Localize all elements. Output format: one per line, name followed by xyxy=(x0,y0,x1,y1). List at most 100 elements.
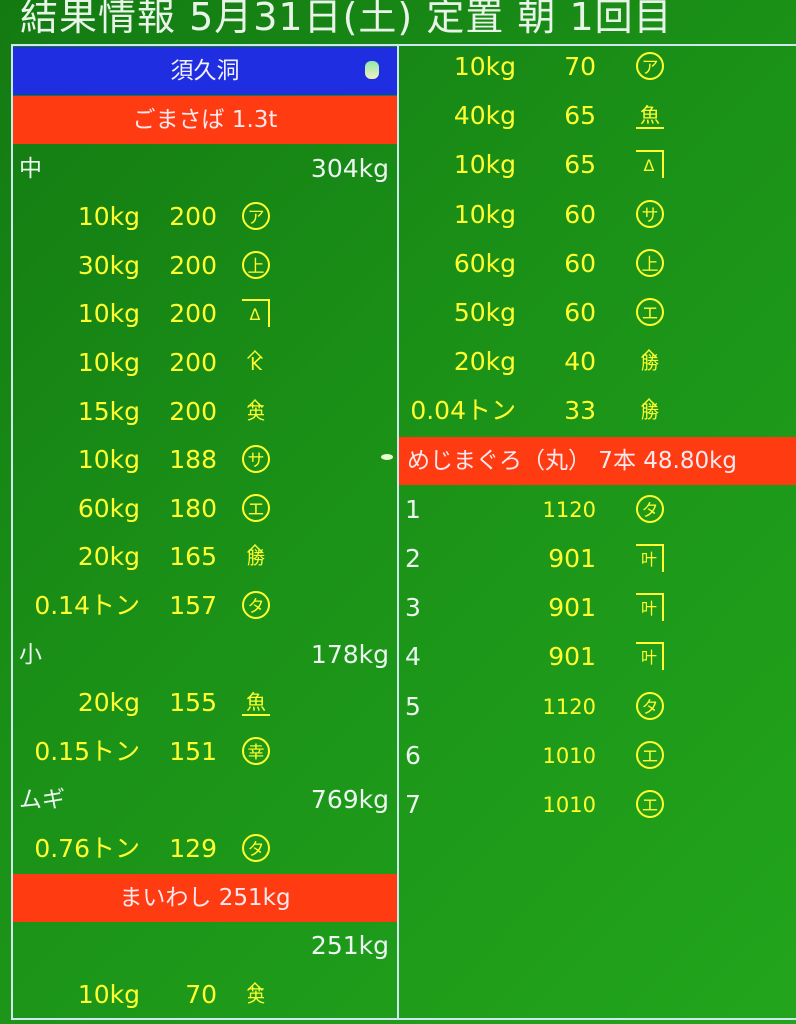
price: 157 xyxy=(169,591,217,620)
price: 188 xyxy=(169,445,217,475)
result-row: 10kg 188 サ xyxy=(13,436,397,484)
result-row: 4 901 叶 xyxy=(399,633,796,681)
result-row: 10kg 70 ア xyxy=(399,43,796,91)
buyer-mark-icon: 勝 xyxy=(636,396,664,424)
price: 200 xyxy=(169,348,217,377)
page-title: 結果情報 5月31日(土) 定置 朝 1回目 xyxy=(20,0,673,39)
item-number: 7 xyxy=(405,790,421,819)
item-number: 6 xyxy=(405,740,421,770)
price: 155 xyxy=(169,688,217,718)
buyer-mark-icon: 叶 xyxy=(636,642,664,671)
price: 151 xyxy=(169,736,217,766)
market-header: 須久洞 xyxy=(13,47,397,95)
size-total: 178kg xyxy=(310,639,389,669)
buyer-mark-icon: 勝 xyxy=(636,347,664,375)
result-row: 10kg 200 K xyxy=(13,339,397,387)
price: 1120 xyxy=(542,497,596,522)
weight: 0.14トン xyxy=(34,591,140,620)
size-label: 中 xyxy=(19,155,42,182)
weight: 20kg xyxy=(453,347,516,377)
result-row: 10kg 65 Δ xyxy=(399,141,796,189)
species-header: まいわし 251kg xyxy=(13,873,397,922)
item-number: 1 xyxy=(405,494,421,524)
price: 40 xyxy=(564,347,596,377)
item-number: 3 xyxy=(405,593,421,623)
screen-glare xyxy=(381,454,393,460)
buyer-mark-icon: 幸 xyxy=(242,736,270,765)
buyer-mark-icon: エ xyxy=(636,298,664,326)
result-row: 0.14トン 157 タ xyxy=(13,582,397,630)
weight: 10kg xyxy=(453,52,516,81)
price: 70 xyxy=(185,979,217,1009)
buyer-mark-icon: サ xyxy=(636,199,664,228)
result-row: 20kg 40 勝 xyxy=(399,338,796,386)
result-row: 20kg 165 勝 xyxy=(13,533,397,581)
price: 901 xyxy=(548,642,596,672)
buyer-mark-icon: ア xyxy=(636,52,664,80)
buyer-mark-icon: 魚 xyxy=(636,101,664,130)
price: 70 xyxy=(564,52,596,81)
result-row: 3 901 叶 xyxy=(399,584,796,632)
weight: 50kg xyxy=(453,298,516,327)
buyer-mark-icon: タ xyxy=(636,691,664,720)
weight: 10kg xyxy=(77,299,140,329)
buyer-mark-icon: 勝 xyxy=(242,542,270,570)
size-total: 304kg xyxy=(310,153,389,183)
weight: 10kg xyxy=(77,202,140,232)
result-row: 0.04トン 33 勝 xyxy=(399,387,796,435)
price: 65 xyxy=(564,150,596,180)
status-indicator-icon xyxy=(365,61,379,79)
weight: 60kg xyxy=(453,248,516,278)
buyer-mark-icon: Δ xyxy=(636,150,664,179)
price: 33 xyxy=(564,396,596,426)
buyer-mark-icon: ア xyxy=(242,202,270,231)
price: 65 xyxy=(564,101,596,131)
weight: 60kg xyxy=(77,493,140,523)
buyer-mark-icon: 魚 xyxy=(242,688,270,717)
buyer-mark-icon: エ xyxy=(242,493,270,522)
result-row: 6 1010 エ xyxy=(399,732,796,780)
buyer-mark-icon: タ xyxy=(242,834,270,862)
buyer-mark-icon: 英 xyxy=(242,980,270,1008)
price: 901 xyxy=(548,544,596,573)
size-label: 小 xyxy=(19,641,42,668)
result-row: 15kg 200 英 xyxy=(13,388,397,436)
item-number: 4 xyxy=(405,642,421,672)
result-row: 5 1120 タ xyxy=(399,683,796,731)
price: 200 xyxy=(169,250,217,280)
right-results-panel: 10kg 70 ア 40kg 65 魚 10kg 65 Δ 10kg 60 サ 60kg 60 上 50kg 6… xyxy=(397,44,796,1020)
left-results-panel: 須久洞 ごまさば 1.3t 中 304kg 10kg 200 ア 30kg 200 上 10kg 2… xyxy=(11,44,399,1020)
weight: 0.04トン xyxy=(410,396,516,426)
size-section-row: ムギ 769kg xyxy=(13,776,397,824)
weight: 10kg xyxy=(77,979,140,1009)
buyer-mark-icon: 上 xyxy=(636,248,664,277)
price: 1010 xyxy=(542,793,596,817)
buyer-mark-icon: Δ xyxy=(242,299,270,328)
price: 165 xyxy=(169,542,217,572)
weight: 10kg xyxy=(77,445,140,475)
size-section-row: 小 178kg xyxy=(13,631,397,679)
price: 1120 xyxy=(542,694,596,719)
buyer-mark-icon: 叶 xyxy=(636,544,664,572)
result-row: 0.76トン 129 タ xyxy=(13,825,397,873)
price: 180 xyxy=(169,493,217,523)
result-row: 20kg 155 魚 xyxy=(13,679,397,727)
result-row: 10kg 200 Δ xyxy=(13,290,397,338)
market-name: 須久洞 xyxy=(170,58,240,84)
weight: 0.15トン xyxy=(34,736,140,766)
result-row: 1 1120 タ xyxy=(399,486,796,534)
price: 60 xyxy=(564,298,596,327)
size-label: ムギ xyxy=(19,787,65,814)
weight: 20kg xyxy=(77,542,140,572)
species-header: ごまさば 1.3t xyxy=(13,96,397,144)
result-row: 60kg 60 上 xyxy=(399,240,796,288)
size-section-row: 中 304kg xyxy=(13,145,397,193)
weight: 0.76トン xyxy=(34,834,140,863)
size-total: 251kg xyxy=(310,931,389,961)
weight: 20kg xyxy=(77,688,140,718)
result-row: 10kg 200 ア xyxy=(13,193,397,241)
result-row: 10kg 70 英 xyxy=(13,971,397,1019)
item-number: 5 xyxy=(405,691,421,721)
result-row: 40kg 65 魚 xyxy=(399,92,796,140)
price: 901 xyxy=(548,593,596,623)
